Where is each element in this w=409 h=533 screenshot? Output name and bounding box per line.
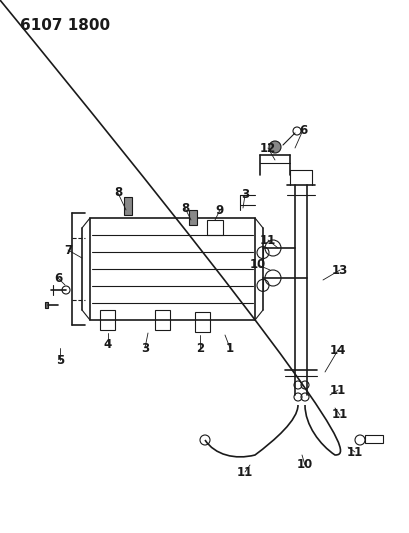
Text: 6107 1800: 6107 1800 bbox=[20, 18, 110, 33]
Text: 11: 11 bbox=[329, 384, 345, 397]
Polygon shape bbox=[124, 197, 132, 215]
Text: 10: 10 bbox=[296, 458, 312, 472]
Polygon shape bbox=[45, 302, 48, 308]
Text: 2: 2 bbox=[196, 342, 204, 354]
Text: 7: 7 bbox=[64, 244, 72, 256]
Text: 12: 12 bbox=[259, 141, 275, 155]
Circle shape bbox=[268, 141, 280, 153]
Polygon shape bbox=[189, 210, 196, 225]
Text: 4: 4 bbox=[103, 338, 112, 351]
Text: 1: 1 bbox=[225, 342, 234, 354]
Text: 6: 6 bbox=[298, 124, 306, 136]
Text: 3: 3 bbox=[141, 342, 149, 354]
Text: 10: 10 bbox=[249, 259, 265, 271]
Text: 11: 11 bbox=[236, 465, 252, 479]
Text: 11: 11 bbox=[259, 233, 275, 246]
Text: 13: 13 bbox=[331, 263, 347, 277]
Text: 8: 8 bbox=[180, 201, 189, 214]
Text: 11: 11 bbox=[331, 408, 347, 422]
Text: 14: 14 bbox=[329, 343, 345, 357]
Text: 3: 3 bbox=[240, 189, 248, 201]
Text: 11: 11 bbox=[346, 446, 362, 458]
Text: 6: 6 bbox=[54, 271, 62, 285]
Text: 8: 8 bbox=[114, 187, 122, 199]
Text: 9: 9 bbox=[216, 204, 224, 216]
Text: 5: 5 bbox=[56, 353, 64, 367]
